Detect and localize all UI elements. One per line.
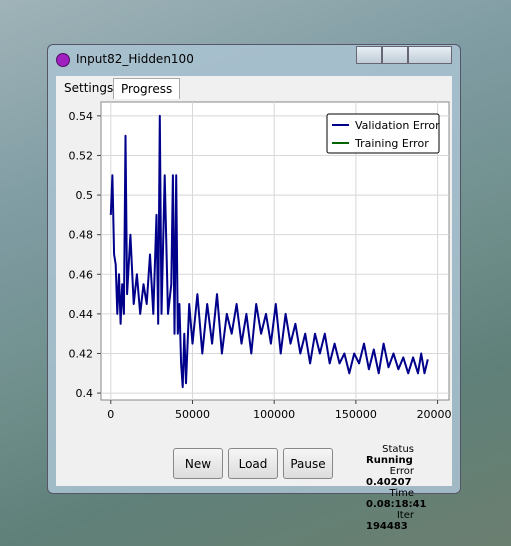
- y-tick-label: 0.4: [76, 387, 94, 400]
- tab[interactable]: Settings: [64, 81, 114, 95]
- legend-label: Validation Error: [355, 119, 440, 132]
- y-tick-label: 0.46: [69, 268, 94, 281]
- window: Input82_Hidden100 Settings Progress 0.4 0…: [47, 44, 461, 532]
- status-label: Error: [389, 466, 414, 477]
- status-value: Running: [366, 455, 413, 466]
- status-row: Iter194483: [366, 510, 452, 532]
- tab-active[interactable]: Progress: [113, 78, 181, 99]
- app-icon: [56, 53, 70, 67]
- x-tick-label: 100000: [253, 408, 295, 421]
- status-value: 0.08:18:41: [366, 499, 427, 510]
- status-label: Iter: [396, 510, 414, 521]
- button[interactable]: New: [173, 448, 223, 479]
- chart: 0.4 0.42 0.44 0.46 0.48 0.5 0.52 0.54 0 50000 1000…: [59, 100, 451, 432]
- status-panel: StatusRunning Error0.40207 Time0.08:18:41 I…: [366, 444, 452, 532]
- y-tick-label: 0.5: [76, 189, 94, 202]
- status-row: Time0.08:18:41: [366, 488, 452, 510]
- status-row: Error0.40207: [366, 466, 452, 488]
- button[interactable]: Pause: [283, 448, 333, 479]
- status-value: 194483: [366, 521, 408, 532]
- legend-label: Training Error: [354, 137, 429, 150]
- y-tick-label: 0.44: [69, 308, 94, 321]
- button[interactable]: Load: [228, 448, 278, 479]
- x-tick-label: 0: [107, 408, 114, 421]
- window-title: Input82_Hidden100: [76, 52, 194, 66]
- close-button[interactable]: [408, 46, 452, 64]
- y-tick-label: 0.42: [69, 347, 94, 360]
- status-label: Time: [389, 488, 414, 499]
- x-tick-label: 50000: [175, 408, 210, 421]
- data-line: [109, 114, 429, 389]
- y-tick-label: 0.52: [69, 149, 94, 162]
- y-tick-label: 0.48: [69, 229, 94, 242]
- status-label: Status: [382, 444, 414, 455]
- x-tick-label: 150000: [335, 408, 377, 421]
- y-tick-label: 0.54: [69, 110, 94, 123]
- status-row: StatusRunning: [366, 444, 452, 466]
- legend-box: [326, 113, 440, 154]
- maximize-button[interactable]: [382, 46, 408, 64]
- client-area: Settings Progress 0.4 0.42 0.44 0.46 0.48 0.5…: [56, 76, 452, 532]
- minimize-button[interactable]: [356, 46, 382, 64]
- x-tick-label: 200000: [417, 408, 451, 421]
- status-value: 0.40207: [366, 477, 412, 488]
